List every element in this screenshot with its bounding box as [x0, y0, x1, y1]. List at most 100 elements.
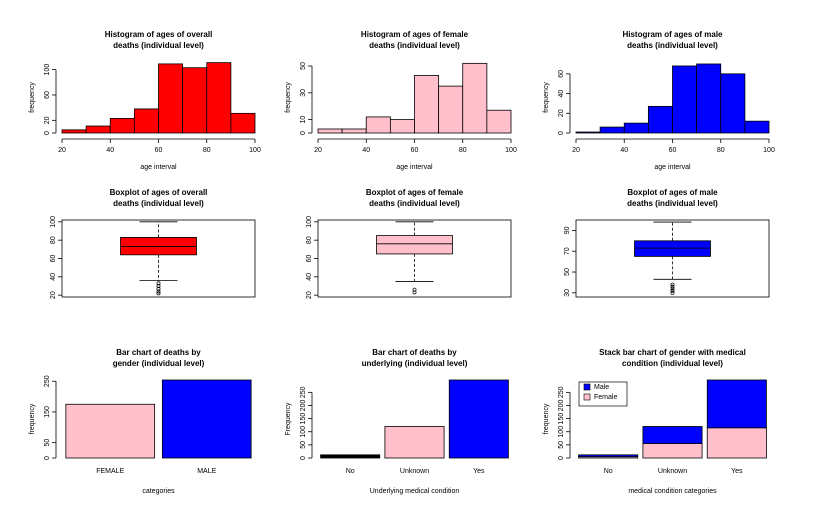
y-tick-label: 40 [558, 90, 565, 98]
histogram-bar [647, 105, 673, 134]
y-tick-label: 20 [306, 291, 313, 299]
outlier [670, 286, 675, 291]
bar [320, 454, 381, 459]
bar-segment [706, 427, 767, 459]
histogram-bar [61, 129, 87, 134]
y-tick-label: 250 [44, 375, 51, 387]
x-tick-label: 20 [572, 147, 580, 154]
panel-title: Boxplot of ages of male [627, 188, 718, 197]
y-axis-label: frequency [29, 82, 36, 113]
histogram-bar [158, 63, 184, 134]
y-tick-label: 0 [300, 456, 307, 460]
panel-title: deaths (individual level) [627, 41, 718, 50]
outlier [156, 284, 161, 288]
bar [384, 426, 445, 459]
y-tick-label: 150 [44, 406, 51, 418]
x-tick-label: 80 [717, 147, 725, 154]
histogram-bar [133, 108, 159, 134]
outlier [156, 281, 161, 286]
bar [65, 403, 156, 459]
outlier [156, 286, 161, 291]
y-tick-label: 90 [564, 226, 571, 234]
outlier [670, 284, 675, 289]
y-tick-label: 250 [558, 386, 565, 398]
panel-title: Boxplot of ages of overall [110, 188, 208, 197]
x-tick-label: 60 [669, 147, 677, 154]
y-tick-label: 250 [300, 386, 307, 398]
plot-frame [575, 219, 770, 298]
histogram-bar [720, 73, 746, 134]
plot-frame [61, 219, 256, 298]
y-tick-label: 60 [558, 70, 565, 78]
x-axis-label: age interval [396, 164, 433, 171]
x-tick-label: FEMALE [96, 468, 124, 475]
panel-title: deaths (individual level) [113, 41, 204, 50]
panel-title: Bar chart of deaths by [116, 348, 201, 357]
box [634, 240, 711, 257]
x-tick-label: 60 [411, 147, 419, 154]
plot-frame [317, 219, 512, 298]
panel-title: deaths (individual level) [369, 199, 460, 208]
y-tick-label: 150 [558, 413, 565, 425]
y-tick-label: 20 [44, 116, 51, 124]
x-tick-label: 40 [362, 147, 370, 154]
bar-segment [706, 379, 767, 429]
y-tick-label: 100 [44, 64, 51, 76]
outlier [412, 290, 417, 295]
bar-segment [578, 454, 639, 458]
box [376, 235, 453, 255]
legend-label: Female [594, 394, 617, 401]
x-tick-label: Unknown [658, 468, 687, 475]
x-tick-label: 20 [58, 147, 66, 154]
outlier [156, 289, 161, 294]
panel-title: gender (individual level) [113, 359, 205, 368]
panel-title: condition (individual level) [622, 359, 723, 368]
panel-title: underlying (individual level) [362, 359, 468, 368]
panel-title: deaths (individual level) [113, 199, 204, 208]
y-axis-label: frequency [29, 403, 36, 434]
y-tick-label: 80 [50, 236, 57, 244]
y-tick-label: 60 [44, 91, 51, 99]
y-tick-label: 100 [558, 426, 565, 438]
histogram-bar [206, 62, 232, 134]
x-axis-label: age interval [654, 164, 691, 171]
y-tick-label: 80 [306, 236, 313, 244]
histogram-bar [85, 125, 111, 134]
y-tick-label: 70 [564, 247, 571, 255]
histogram-bar [438, 85, 464, 134]
histogram-bar [672, 65, 698, 134]
y-axis-label: frequency [285, 82, 292, 113]
x-tick-label: 80 [459, 147, 467, 154]
x-tick-label: Yes [731, 468, 743, 475]
y-tick-label: 30 [564, 289, 571, 297]
outlier [670, 290, 675, 295]
x-tick-label: 60 [155, 147, 163, 154]
y-axis-label: frequency [543, 403, 550, 434]
y-tick-label: 0 [300, 131, 307, 135]
y-tick-label: 0 [44, 456, 51, 460]
y-tick-label: 100 [50, 216, 57, 228]
y-tick-label: 40 [50, 273, 57, 281]
histogram-bar [341, 128, 367, 134]
x-tick-label: 40 [620, 147, 628, 154]
y-tick-label: 0 [558, 131, 565, 135]
x-axis-label: Underlying medical condition [370, 488, 460, 495]
y-tick-label: 0 [558, 456, 565, 460]
panel-title: Histogram of ages of overall [105, 30, 213, 39]
y-tick-label: 100 [306, 216, 313, 228]
panel-title: Histogram of ages of male [622, 30, 723, 39]
y-tick-label: 50 [300, 441, 307, 449]
y-axis-label: frequency [543, 82, 550, 113]
y-tick-label: 100 [300, 426, 307, 438]
y-tick-label: 200 [558, 400, 565, 412]
x-axis-label: age interval [140, 164, 177, 171]
y-tick-label: 20 [558, 109, 565, 117]
panel-title: Bar chart of deaths by [372, 348, 457, 357]
x-tick-label: Unknown [400, 468, 429, 475]
histogram-bar [365, 116, 391, 134]
legend-swatch [583, 383, 591, 391]
outlier [670, 288, 675, 293]
histogram-bar [623, 122, 649, 134]
x-tick-label: 40 [106, 147, 114, 154]
